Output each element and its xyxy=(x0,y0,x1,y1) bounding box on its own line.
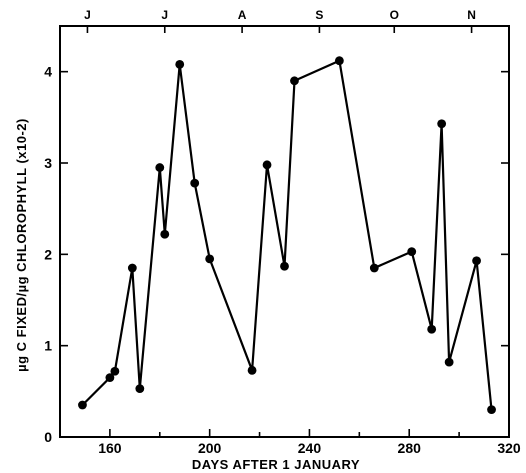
series-group xyxy=(78,56,496,414)
data-point xyxy=(280,261,289,271)
y-tick-label: 1 xyxy=(44,338,52,354)
data-point xyxy=(369,263,379,273)
data-point xyxy=(472,256,481,266)
data-point xyxy=(175,59,185,69)
y-tick-label: 3 xyxy=(44,155,52,171)
data-point xyxy=(78,400,87,410)
top-month-label: A xyxy=(238,8,247,22)
data-point xyxy=(105,373,115,383)
axes: 160 200 240 280 320 0 1 2 3 4 J J A S O N xyxy=(44,8,521,456)
top-month-label: S xyxy=(315,8,323,22)
y-tick-label: 2 xyxy=(44,246,52,262)
y-tick-label: 4 xyxy=(44,64,52,80)
data-point xyxy=(155,163,165,172)
data-point xyxy=(407,247,417,256)
top-month-label: O xyxy=(390,8,399,22)
top-month-label: N xyxy=(467,8,476,22)
data-point xyxy=(110,366,120,376)
x-tick-label: 200 xyxy=(198,440,222,456)
data-point xyxy=(427,324,437,334)
data-point xyxy=(247,365,257,375)
data-point xyxy=(444,357,454,367)
x-tick-label: 160 xyxy=(98,440,122,456)
data-point xyxy=(334,56,344,66)
data-point xyxy=(160,229,170,239)
y-tick-label: 0 xyxy=(44,429,52,445)
data-point xyxy=(205,254,215,264)
data-point xyxy=(135,384,145,393)
data-point xyxy=(290,76,299,86)
data-point xyxy=(487,405,496,414)
data-point xyxy=(437,119,447,129)
data-point xyxy=(127,263,137,273)
data-point xyxy=(262,160,272,170)
x-axis-title: DAYS AFTER 1 JANUARY xyxy=(192,457,360,472)
x-tick-label: 280 xyxy=(398,440,422,456)
top-month-label: J xyxy=(84,8,91,22)
data-point xyxy=(190,178,200,188)
plot-frame xyxy=(59,25,510,438)
y-axis-title: µg C FIXED/µg CHLOROPHYLL (x10-2) xyxy=(14,118,29,372)
series-line xyxy=(81,59,493,410)
x-tick-label: 240 xyxy=(298,440,322,456)
top-month-label: J xyxy=(161,8,168,22)
x-tick-label: 320 xyxy=(497,440,521,456)
